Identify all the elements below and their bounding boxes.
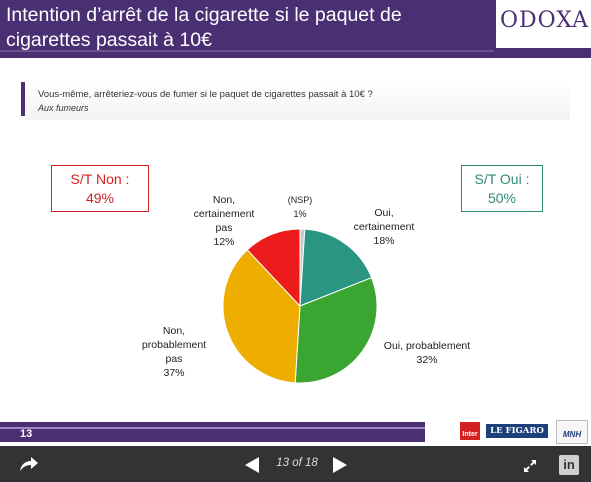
label-oui-certainement: Oui, certainement 18% <box>353 207 415 247</box>
question-subtitle: Aux fumeurs <box>38 103 89 113</box>
linkedin-icon[interactable]: in <box>559 455 579 475</box>
question-box <box>25 82 570 120</box>
mnh-logo-text: MNH <box>562 430 582 439</box>
slide-number: 13 <box>20 428 33 440</box>
st-oui-label: S/T Oui : <box>474 171 530 187</box>
next-arrow-icon[interactable] <box>331 456 349 474</box>
slice-oui-probablement <box>294 277 378 384</box>
viewer-toolbar <box>0 446 591 482</box>
mnh-logo <box>556 420 588 444</box>
inter-logo-text: Inter <box>462 431 478 438</box>
slide-header: Intention d’arrêt de la cigarette si le … <box>0 0 591 58</box>
page-indicator: 13 of 18 <box>276 457 318 469</box>
label-non-certainement-pas: Non, certainement pas 12% <box>193 194 255 248</box>
prev-arrow-icon[interactable] <box>243 456 261 474</box>
expand-icon[interactable] <box>522 458 538 474</box>
label-oui-probablement: Oui, probablement 32% <box>383 340 471 366</box>
label-nsp: (NSP) 1% <box>287 195 313 219</box>
slide: Intention d’arrêt de la cigarette si le … <box>0 0 591 446</box>
slide-title: Intention d’arrêt de la cigarette si le … <box>6 4 402 51</box>
slice-oui-certainement <box>299 228 373 307</box>
question-text: Vous-même, arrêteriez-vous de fumer si l… <box>38 89 373 100</box>
label-non-probablement-pas: Non, probablement pas 37% <box>141 325 207 379</box>
slice-non-probablement-pas <box>222 249 301 384</box>
st-oui-box: S/T Oui : 50% <box>461 165 543 212</box>
question-accent-bar <box>21 82 25 116</box>
slice-non-certainement-pas <box>246 228 301 308</box>
inter-logo <box>460 422 480 440</box>
odoxa-logo: ODOXA <box>494 0 591 50</box>
footer-band <box>0 429 425 442</box>
share-icon[interactable] <box>18 455 40 473</box>
st-non-label: S/T Non : <box>70 171 130 187</box>
figaro-logo: LE FIGARO <box>486 424 548 438</box>
pie-chart <box>222 228 378 384</box>
st-non-box: S/T Non : 49% <box>51 165 149 212</box>
st-oui-value: 50% <box>487 190 517 206</box>
footer-accent-line <box>0 427 425 429</box>
st-non-value: 49% <box>85 190 115 206</box>
odoxa-logo-text: ODOXA <box>499 8 590 33</box>
footer-bar <box>0 422 425 427</box>
header-divider <box>0 50 494 52</box>
